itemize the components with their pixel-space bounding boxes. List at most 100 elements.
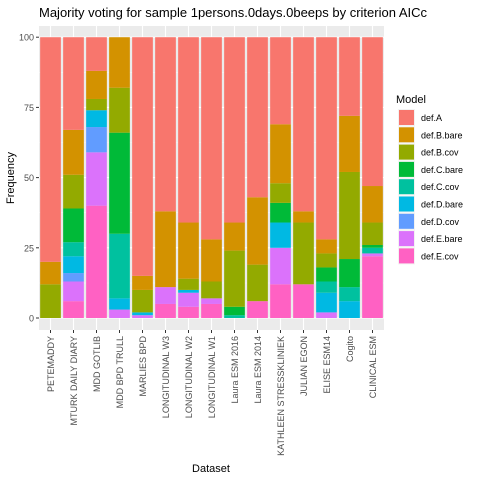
legend-label: def.E.cov (421, 251, 459, 261)
x-tick-label: MDD BPD TRULL (115, 336, 125, 408)
bar-segment-def-d-bare (270, 222, 291, 248)
bar-segment-def-d-bare (109, 298, 130, 310)
legend-label: def.B.bare (421, 130, 463, 140)
bar-segment-def-d-cov (63, 273, 84, 282)
bar-segment-def-c-cov (362, 247, 383, 254)
bar-segment-def-b-cov (270, 183, 291, 203)
bar-segment-def-e-cov (201, 303, 222, 318)
bar-segment-def-d-bare (316, 292, 337, 313)
bar-segment-def-b-bare (224, 222, 245, 251)
bar-segment-def-b-cov (224, 250, 245, 307)
x-axis-label: Dataset (192, 463, 230, 475)
bars (40, 37, 383, 318)
bar-segment-def-e-bare (316, 312, 337, 318)
y-tick-label: 75 (24, 103, 34, 113)
bar-segment-def-a (339, 37, 360, 116)
bar-segment-def-d-bare (132, 312, 153, 316)
legend-label: def.D.bare (421, 200, 463, 210)
bar-segment-def-b-cov (201, 281, 222, 299)
x-axis: PETEMADDY MTURK DAILY DIARY MDD GOTLIB MDD … (46, 330, 378, 456)
bar-segment-def-a (132, 37, 153, 276)
x-tick-label: ELISE ESM14 (322, 336, 332, 394)
bar-segment-def-b-cov (339, 171, 360, 260)
bar-segment-def-e-cov (178, 306, 199, 318)
bar-segment-def-b-bare (40, 261, 61, 285)
x-tick-label: PETEMADDY (46, 336, 56, 392)
legend-swatch (399, 213, 414, 229)
bar-segment-def-b-cov (293, 222, 314, 285)
bar-segment-def-c-bare (339, 259, 360, 288)
bar-segment-def-e-bare (109, 309, 130, 318)
bar-segment-def-b-cov (63, 174, 84, 209)
bar-segment-def-b-bare (362, 186, 383, 223)
x-tick-label: Cogito (345, 336, 355, 362)
legend-swatch (399, 179, 414, 195)
bar-segment-def-b-bare (86, 70, 107, 99)
bar-segment-def-a (86, 37, 107, 71)
bar-segment-def-a (178, 37, 199, 223)
bar-segment-def-a (362, 37, 383, 187)
bar-segment-def-e-bare (63, 281, 84, 302)
bar-segment-def-a (201, 37, 222, 240)
bar-segment-def-b-cov (362, 222, 383, 245)
bar-segment-def-b-cov (316, 253, 337, 268)
bar-segment-def-a (247, 37, 268, 198)
legend-swatch (399, 248, 414, 264)
bar-segment-def-d-bare (178, 289, 199, 293)
bar-segment-def-b-cov (40, 284, 61, 318)
legend-label: def.D.cov (421, 217, 460, 227)
legend: Model def.A def.B.bare def.B.cov def.C.bare… (396, 94, 463, 265)
legend-swatch (399, 127, 414, 143)
bar-segment-def-c-cov (109, 233, 130, 299)
bar-segment-def-c-bare (224, 306, 245, 316)
bar-segment-def-b-bare (293, 211, 314, 223)
bar-segment-def-e-bare (362, 253, 383, 257)
y-tick-label: 0 (29, 314, 34, 324)
bar-segment-def-e-bare (155, 287, 176, 304)
bar-segment-def-b-cov (178, 278, 199, 290)
legend-label: def.C.bare (421, 165, 463, 175)
bar-segment-def-e-bare (201, 298, 222, 304)
x-tick-label: LONGITUDINAL W2 (184, 336, 194, 418)
chart-title: Majority voting for sample 1persons.0day… (39, 5, 428, 20)
x-tick-label: Laura ESM 2014 (253, 336, 263, 404)
x-tick-label: MTURK DAILY DIARY (69, 336, 79, 426)
bar-segment-def-b-bare (201, 239, 222, 282)
bar-segment-def-b-bare (132, 275, 153, 290)
bar-segment-def-c-cov (224, 315, 245, 318)
bar-segment-def-d-bare (63, 256, 84, 274)
bar-segment-def-c-bare (109, 132, 130, 234)
x-tick-label: Laura ESM 2016 (230, 336, 240, 404)
bar-segment-def-e-bare (270, 247, 291, 285)
legend-swatch (399, 161, 414, 177)
bar-segment-def-a (155, 37, 176, 212)
bar-segment-def-b-bare (155, 211, 176, 288)
bar-segment-def-e-cov (293, 284, 314, 318)
bar-segment-def-b-bare (63, 129, 84, 175)
bar-segment-def-b-bare (270, 124, 291, 184)
bar-segment-def-b-cov (86, 98, 107, 111)
bar-segment-def-d-bare (86, 110, 107, 128)
y-tick-label: 50 (24, 173, 34, 183)
bar-segment-def-c-bare (362, 244, 383, 248)
bar-segment-def-a (63, 37, 84, 130)
x-tick-label: JULIAN EGON (299, 336, 309, 396)
bar-segment-def-b-bare (247, 197, 268, 265)
bar-segment-def-a (270, 37, 291, 125)
x-tick-label: KATHLEEN STRESSKLINIEK (276, 336, 286, 456)
y-tick-label: 100 (19, 33, 34, 43)
legend-swatch (399, 231, 414, 247)
legend-label: def.A (421, 113, 442, 123)
bar-segment-def-e-bare (178, 292, 199, 307)
y-axis-label: Frequency (5, 152, 17, 204)
bar-segment-def-b-cov (247, 264, 268, 302)
bar-segment-def-e-bare (132, 315, 153, 318)
legend-title: Model (396, 94, 426, 106)
bar-segment-def-c-cov (339, 287, 360, 302)
bar-segment-def-c-bare (63, 208, 84, 243)
bar-segment-def-b-bare (178, 222, 199, 279)
bar-segment-def-e-cov (63, 301, 84, 318)
bar-segment-def-b-cov (132, 289, 153, 313)
bar-segment-def-e-bare (86, 152, 107, 206)
